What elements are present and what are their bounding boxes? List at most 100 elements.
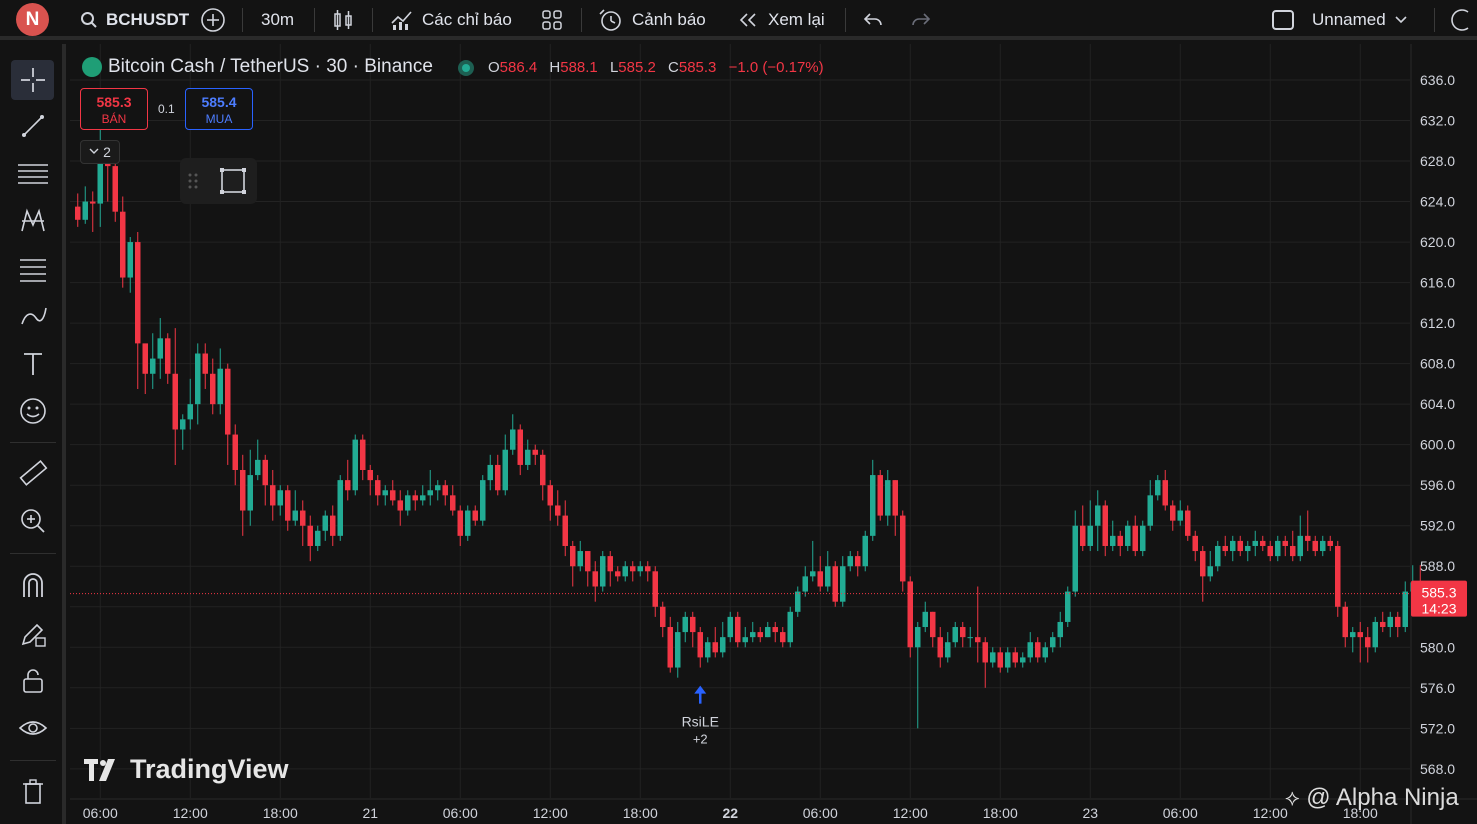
hide-drawings-tool[interactable] bbox=[11, 708, 54, 748]
divider bbox=[242, 8, 243, 32]
ruler-icon bbox=[18, 460, 47, 486]
crosshair-tool[interactable] bbox=[11, 60, 54, 100]
candle-body bbox=[562, 515, 568, 546]
compare-symbol-button[interactable] bbox=[200, 0, 226, 40]
indicators-button[interactable]: Các chỉ báo bbox=[390, 0, 512, 40]
replay-button[interactable]: Xem lại bbox=[736, 0, 825, 40]
candle-body bbox=[172, 373, 178, 430]
candle bbox=[907, 576, 913, 658]
candle bbox=[645, 561, 651, 582]
symbol-search-button[interactable]: BCHUSDT bbox=[80, 0, 189, 40]
candle-body bbox=[652, 571, 658, 607]
candle-body bbox=[435, 485, 441, 491]
interval-button[interactable]: 30m bbox=[261, 0, 294, 40]
y-tick-label: 628.0 bbox=[1420, 153, 1455, 169]
price-chart[interactable]: 636.0 632.0 628.0 624.0 620.0 616.0 612.0 608.0… bbox=[70, 44, 1477, 824]
candle bbox=[562, 500, 568, 557]
brush-tool[interactable] bbox=[11, 296, 54, 336]
candle-body bbox=[127, 242, 133, 278]
chevron-down-icon bbox=[1395, 16, 1407, 24]
redo-button[interactable] bbox=[910, 0, 932, 40]
signal-arrow-icon bbox=[694, 685, 707, 694]
chart-pane[interactable]: 636.0 632.0 628.0 624.0 620.0 616.0 612.0 608.0… bbox=[70, 44, 1477, 824]
candle bbox=[915, 621, 921, 729]
candle-body bbox=[810, 571, 816, 577]
candle bbox=[1320, 535, 1326, 557]
horizontal-lines-tool[interactable] bbox=[11, 154, 54, 194]
undo-button[interactable] bbox=[862, 0, 884, 40]
candle bbox=[1035, 637, 1041, 663]
candle-body bbox=[675, 632, 681, 668]
candle bbox=[337, 475, 343, 541]
candle-body bbox=[337, 480, 343, 536]
drag-handle-icon[interactable] bbox=[188, 172, 198, 190]
candle-body bbox=[840, 566, 846, 602]
overlays: 585.314:23 RsiLE +2 bbox=[70, 580, 1467, 747]
stay-in-drawing-mode-tool[interactable] bbox=[11, 614, 54, 654]
candle bbox=[255, 439, 261, 481]
candle-body bbox=[390, 490, 396, 501]
pattern-tool[interactable] bbox=[11, 201, 54, 241]
candle bbox=[877, 470, 883, 521]
chart-type-button[interactable] bbox=[332, 0, 354, 40]
fib-tool[interactable] bbox=[11, 249, 54, 289]
candle-body bbox=[577, 551, 583, 567]
candle-body bbox=[795, 591, 801, 612]
candle bbox=[1207, 551, 1213, 582]
candle-body bbox=[907, 581, 913, 648]
user-avatar[interactable]: N bbox=[16, 3, 49, 36]
buy-button[interactable]: 585.4 MUA bbox=[185, 88, 253, 130]
candle-body bbox=[1042, 647, 1048, 658]
candle bbox=[360, 434, 366, 481]
sell-button[interactable]: 585.3 BÁN bbox=[80, 88, 148, 130]
candle bbox=[1050, 632, 1056, 653]
eye-icon bbox=[18, 721, 47, 735]
layout-menu-button[interactable]: Unnamed bbox=[1272, 0, 1408, 40]
magnet-tool[interactable] bbox=[11, 565, 54, 605]
candle-body bbox=[1185, 510, 1191, 536]
indicators-collapse-button[interactable]: 2 bbox=[80, 140, 120, 164]
candle-body bbox=[1080, 525, 1086, 546]
layout-name: Unnamed bbox=[1312, 10, 1386, 29]
trend-line-icon bbox=[21, 115, 44, 137]
candle-body bbox=[540, 454, 546, 486]
candle-body bbox=[1365, 637, 1371, 648]
candle bbox=[945, 632, 951, 663]
candle bbox=[1057, 611, 1063, 648]
candle-body bbox=[240, 470, 246, 511]
candle-body bbox=[930, 611, 936, 638]
buy-price: 585.4 bbox=[201, 94, 237, 110]
candle-body bbox=[517, 429, 523, 465]
candle-body bbox=[937, 637, 943, 658]
trend-line-tool[interactable] bbox=[11, 106, 54, 146]
candle-body bbox=[1260, 540, 1266, 546]
candle bbox=[675, 621, 681, 678]
candle bbox=[802, 566, 808, 597]
templates-button[interactable] bbox=[541, 0, 563, 40]
candle bbox=[150, 333, 156, 389]
chart-title[interactable]: Bitcoin Cash / TetherUS · 30 · Binance bbox=[108, 56, 433, 77]
measure-tool[interactable] bbox=[11, 454, 54, 494]
text-tool[interactable] bbox=[11, 344, 54, 384]
candle bbox=[1162, 470, 1168, 511]
rectangle-select-icon[interactable] bbox=[218, 166, 248, 196]
candle bbox=[1005, 647, 1011, 673]
candle-body bbox=[1027, 642, 1033, 658]
remove-drawings-tool[interactable] bbox=[11, 772, 54, 812]
candle-body bbox=[1072, 525, 1078, 592]
zoom-tool[interactable] bbox=[11, 501, 54, 541]
alerts-button[interactable]: Cảnh báo bbox=[598, 0, 706, 40]
quick-search-button[interactable] bbox=[1450, 0, 1472, 40]
x-tick-label: 12:00 bbox=[533, 805, 568, 821]
candle bbox=[1042, 642, 1048, 663]
candle-body bbox=[1215, 545, 1221, 567]
candle bbox=[292, 490, 298, 526]
candle bbox=[720, 621, 726, 658]
lock-drawings-tool[interactable] bbox=[11, 661, 54, 701]
candle-body bbox=[210, 373, 216, 405]
candle-body bbox=[1312, 540, 1318, 552]
divider bbox=[845, 8, 846, 32]
emoji-tool[interactable] bbox=[11, 391, 54, 431]
open-value: 586.4 bbox=[499, 59, 538, 76]
candle-body bbox=[862, 535, 868, 567]
